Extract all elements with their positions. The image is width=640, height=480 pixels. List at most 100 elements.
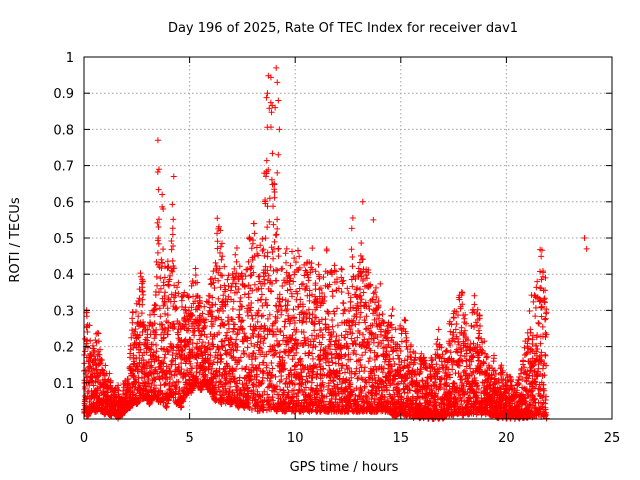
data-point [96, 372, 103, 379]
data-point [450, 315, 457, 322]
data-point [129, 367, 136, 374]
data-point [274, 216, 281, 223]
data-point [96, 351, 103, 358]
chart-title: Day 196 of 2025, Rate Of TEC Index for r… [168, 21, 518, 36]
data-point [332, 268, 339, 275]
data-point [124, 376, 131, 383]
data-point [483, 354, 490, 361]
data-point [170, 303, 177, 310]
data-point [136, 339, 143, 346]
data-point [162, 289, 169, 296]
data-point [224, 276, 231, 283]
data-point [287, 262, 294, 269]
data-point [139, 296, 146, 303]
data-point [128, 334, 135, 341]
data-point [83, 374, 90, 381]
data-point [165, 348, 172, 355]
data-point [132, 340, 139, 347]
data-point [168, 238, 175, 245]
data-point [283, 245, 290, 252]
data-point [161, 299, 168, 306]
data-point [357, 314, 364, 321]
data-point [346, 308, 353, 315]
data-point [449, 366, 456, 373]
data-point [83, 354, 90, 361]
data-point [338, 289, 345, 296]
data-point [322, 359, 329, 366]
data-point [372, 284, 379, 291]
data-point [279, 283, 286, 290]
data-point [289, 356, 296, 363]
data-point [214, 230, 221, 237]
data-point [271, 194, 278, 201]
data-point [155, 186, 162, 193]
data-point [244, 312, 251, 319]
data-point [137, 273, 144, 280]
data-point [155, 354, 162, 361]
data-point [81, 384, 88, 391]
data-point [328, 355, 335, 362]
data-point [229, 306, 236, 313]
data-point [155, 224, 162, 231]
data-point [282, 250, 289, 257]
data-point [159, 321, 166, 328]
data-point [158, 265, 165, 272]
data-point [135, 297, 142, 304]
data-point [341, 307, 348, 314]
data-point [453, 321, 460, 328]
data-point [151, 302, 158, 309]
data-point [237, 294, 244, 301]
data-point [170, 243, 177, 250]
data-point [153, 342, 160, 349]
data-point [170, 321, 177, 328]
data-point [258, 291, 265, 298]
data-point [258, 313, 265, 320]
data-point [169, 268, 176, 275]
data-point [153, 258, 160, 265]
data-point [218, 355, 225, 362]
data-point [287, 286, 294, 293]
data-point [93, 366, 100, 373]
data-point [191, 332, 198, 339]
data-point [156, 305, 163, 312]
data-point [170, 347, 177, 354]
data-point [262, 235, 269, 242]
data-point [238, 272, 245, 279]
data-point [87, 337, 94, 344]
data-point [152, 366, 159, 373]
data-point [141, 322, 148, 329]
data-point [165, 319, 172, 326]
data-point [233, 258, 240, 265]
data-point [182, 307, 189, 314]
data-point [140, 340, 147, 347]
data-point [131, 372, 138, 379]
data-point [211, 284, 218, 291]
data-point [160, 359, 167, 366]
data-point [457, 352, 464, 359]
data-point [388, 334, 395, 341]
data-point [362, 378, 369, 385]
data-point [338, 266, 345, 273]
data-point [135, 322, 142, 329]
data-point [132, 326, 139, 333]
data-point [284, 287, 291, 294]
data-point [301, 334, 308, 341]
data-point [270, 203, 277, 210]
data-point [120, 391, 127, 398]
data-point [171, 372, 178, 379]
data-point [150, 349, 157, 356]
data-point [156, 216, 163, 223]
data-point [115, 382, 122, 389]
data-point [102, 362, 109, 369]
data-point [136, 295, 143, 302]
data-point [168, 291, 175, 298]
data-point [340, 300, 347, 307]
data-point [326, 362, 333, 369]
data-point [140, 323, 147, 330]
data-point [233, 347, 240, 354]
data-point [131, 328, 138, 335]
data-point [134, 331, 141, 338]
data-point [379, 311, 386, 318]
data-point [218, 256, 225, 263]
data-point [138, 368, 145, 375]
